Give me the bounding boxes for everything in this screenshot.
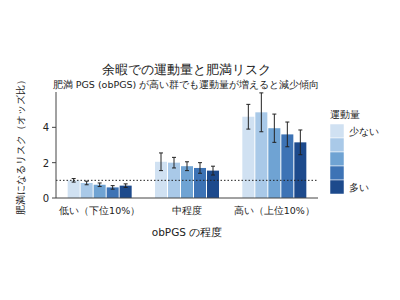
error-bar: [172, 157, 176, 168]
legend-swatch: [330, 124, 344, 138]
error-bar: [85, 181, 89, 185]
legend-label: 少ない: [349, 126, 379, 137]
x-axis: [56, 198, 318, 199]
y-tick-label: 0: [43, 193, 49, 204]
error-bar: [246, 104, 250, 129]
y-tick: [52, 198, 56, 199]
subtitle: 肥満 PGS (obPGS) が高い群でも運動量が増えると減少傾向: [53, 79, 320, 90]
y-tick: [52, 127, 56, 128]
error-bar: [298, 130, 302, 155]
error-bar: [272, 114, 276, 142]
x-axis-label: obPGS の程度: [152, 226, 223, 238]
legend-swatch: [330, 180, 344, 194]
chart: 余暇での運動量と肥満リスク肥満 PGS (obPGS) が高い群でも運動量が増え…: [0, 0, 400, 300]
error-bar: [98, 183, 102, 187]
legend-swatch: [330, 152, 344, 166]
legend-label: 多い: [349, 182, 369, 193]
legend-title: 運動量: [330, 109, 360, 120]
error-bar: [285, 122, 289, 147]
error-bar: [159, 153, 163, 171]
x-tick-label: 中程度: [172, 205, 202, 216]
error-bar: [211, 166, 215, 175]
error-bar: [111, 186, 115, 190]
error-bar: [124, 184, 128, 188]
y-tick: [52, 162, 56, 163]
bars: [68, 93, 307, 198]
error-bar: [185, 162, 189, 171]
y-tick-label: 4: [43, 122, 49, 133]
x-tick-label: 低い（下位10%）: [59, 205, 140, 216]
y-axis: [56, 92, 57, 198]
bar: [68, 180, 80, 198]
legend-swatch: [330, 138, 344, 152]
y-axis-label: 肥満になるリスク（オッズ比）: [15, 75, 26, 215]
legend-swatch: [330, 166, 344, 180]
x-tick-label: 高い（上位10%）: [234, 205, 315, 216]
title: 余暇での運動量と肥満リスク: [102, 62, 271, 77]
reference-line: [56, 180, 318, 181]
error-bar: [259, 93, 263, 132]
error-bar: [198, 163, 202, 174]
y-tick-label: 2: [43, 158, 49, 169]
